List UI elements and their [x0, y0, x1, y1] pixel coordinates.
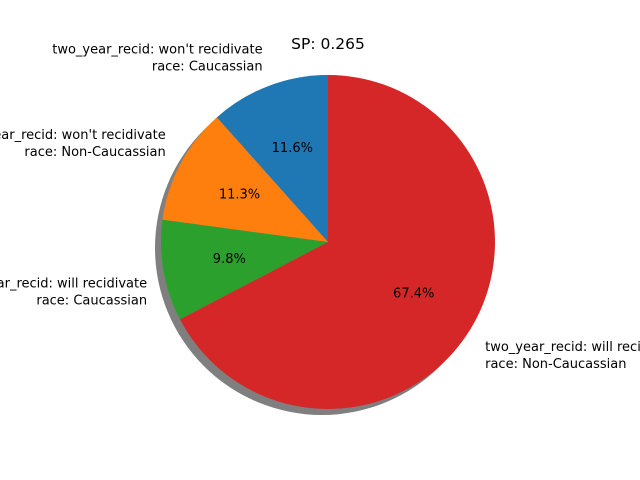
pie-slice-category-label-line: race: Non-Caucassian	[24, 145, 165, 160]
pie-slice-category-label-line: two_year_recid: will recidivate	[0, 276, 147, 291]
pie-slice-percent-label: 67.4%	[393, 286, 434, 301]
pie-slice-category-label-line: race: Non-Caucassian	[485, 357, 626, 372]
pie-slice-category-label-line: two_year_recid: won't recidivate	[52, 42, 262, 57]
pie-slice-category-label: two_year_recid: won't recidivate race: No…	[0, 128, 166, 160]
pie-slice-category-label: two_year_recid: will recidivate race: Cau…	[0, 276, 147, 308]
pie-slice-percent-label: 11.3%	[219, 188, 260, 203]
pie-slice-2	[161, 219, 328, 320]
pie-slice-category-label-line: two_year_recid: will recidivate	[485, 340, 640, 355]
pie-slice-1	[162, 117, 328, 242]
pie-percent-labels: 11.6% 11.3% 9.8% 67.4%	[213, 141, 435, 302]
pie-category-labels: two_year_recid: won't recidivate race: Ca…	[0, 42, 640, 371]
pie-slice-category-label-line: race: Caucassian	[36, 293, 147, 308]
pie-slice-category-label: two_year_recid: won't recidivate race: Ca…	[52, 42, 262, 74]
pie-slice-percent-label: 11.6%	[272, 141, 313, 156]
chart-title: SP: 0.265	[291, 35, 365, 53]
pie-slices	[161, 75, 496, 409]
pie-slice-3	[180, 75, 496, 409]
pie-slice-category-label-line: two_year_recid: won't recidivate	[0, 128, 166, 143]
pie-slice-category-label-line: race: Caucassian	[152, 59, 263, 74]
pie-slice-percent-label: 9.8%	[213, 252, 246, 267]
pie-slice-category-label: two_year_recid: will recidivate race: Non…	[485, 340, 640, 372]
pie-slice-0	[216, 75, 328, 242]
